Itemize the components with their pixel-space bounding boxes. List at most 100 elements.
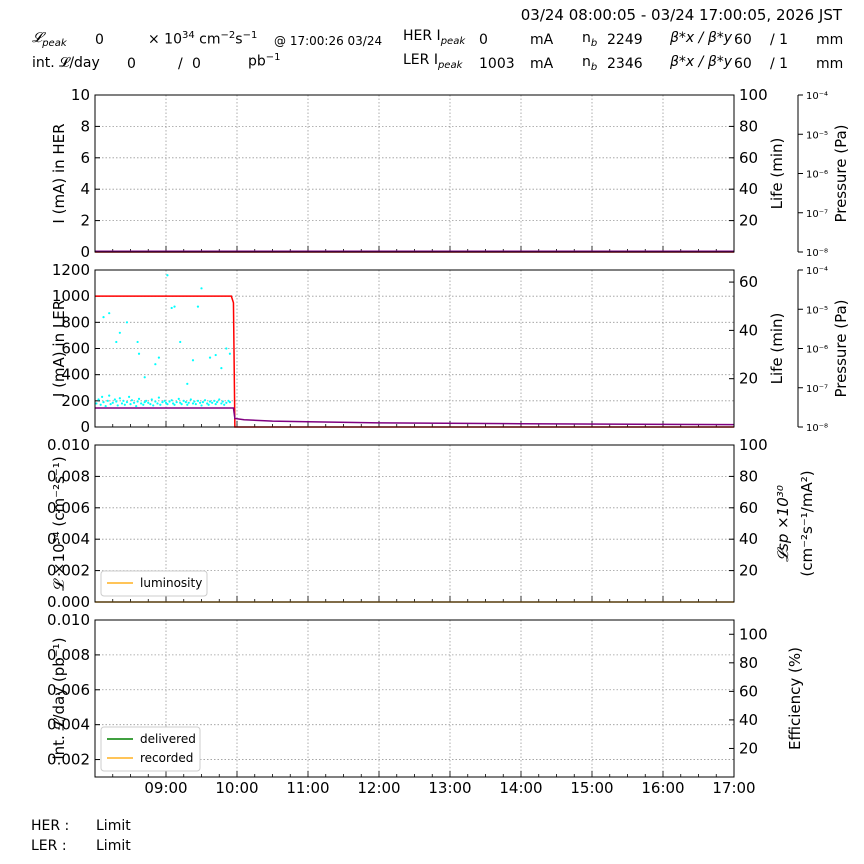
lpeak-unit: × 1034 cm−2s−1 — [148, 30, 257, 48]
scatter-point — [200, 404, 203, 407]
scatter-point — [220, 367, 223, 370]
scatter-point — [104, 404, 107, 408]
pressure-tick-label: 10⁻⁵ — [806, 130, 828, 141]
y-tick-label: 6 — [80, 149, 90, 167]
y-axis-label: int. 𝓛/day (pb⁻¹) — [50, 637, 68, 759]
scatter-point — [191, 359, 195, 362]
scatter-point — [125, 401, 129, 404]
lpeak-unit-exp3: −1 — [242, 30, 258, 41]
footer-ler-status: Limit — [96, 838, 131, 854]
scatter-point — [108, 394, 111, 397]
right-y-tick-label: 60 — [739, 499, 758, 517]
right-y-axis-label-2: (cm⁻²s⁻¹/mA²) — [798, 470, 816, 576]
scatter-point — [137, 352, 141, 355]
scatter-point — [221, 400, 224, 403]
scatter-point — [228, 352, 231, 355]
scatter-point — [129, 403, 132, 406]
scatter-point — [228, 401, 231, 404]
scatter-point — [102, 401, 105, 404]
right-y-tick-label: 40 — [739, 530, 758, 548]
right-y-tick-label: 60 — [739, 273, 758, 291]
right-y-tick-label: 40 — [739, 321, 758, 339]
right-y-axis-label: Life (min) — [768, 313, 786, 385]
nb-ler-label: nb — [582, 54, 597, 73]
scatter-point — [203, 399, 207, 402]
y-tick-label: 0.006 — [47, 499, 90, 517]
scatter-point — [111, 401, 114, 404]
y-tick-label: 2 — [80, 212, 90, 230]
scatter-point — [156, 402, 159, 405]
scatter-point — [223, 403, 226, 406]
x-tick-label: 11:00 — [286, 779, 329, 797]
right-y-tick-label: 20 — [739, 370, 758, 388]
scatter-point — [136, 400, 139, 403]
y-tick-label: 800 — [61, 313, 90, 331]
beta-her-x: 60 — [734, 32, 752, 48]
intl-value2: 0 — [192, 56, 201, 72]
y-tick-label: 0.008 — [47, 467, 90, 485]
scatter-point — [123, 403, 126, 406]
y-tick-label: 8 — [80, 117, 90, 135]
lpeak-unit-c: s — [235, 31, 243, 48]
her-ipeak-sub: peak — [440, 35, 466, 47]
scatter-point — [214, 353, 217, 357]
scatter-point — [147, 401, 150, 404]
right-y-tick-label: 20 — [739, 739, 758, 757]
right-y-tick-label: 100 — [739, 86, 768, 104]
right-y-axis-label: 𝓛sp ×10³⁰ — [774, 485, 792, 562]
x-tick-label: 12:00 — [357, 779, 400, 797]
legend-label: recorded — [140, 751, 193, 765]
nb-her-text: n — [582, 30, 591, 46]
scatter-point — [179, 401, 182, 404]
x-tick-label: 15:00 — [570, 779, 613, 797]
y-tick-label: 600 — [61, 340, 90, 358]
lpeak-unit-exp1: 34 — [182, 30, 195, 41]
plot-frame — [94, 444, 735, 603]
lpeak-unit-a: × 10 — [148, 31, 182, 48]
y-tick-label: 0.010 — [47, 611, 90, 629]
scatter-point — [175, 401, 178, 404]
scatter-point — [97, 398, 100, 401]
scatter-point — [207, 403, 210, 406]
scatter-point — [225, 401, 228, 404]
scatter-point — [159, 403, 162, 406]
ler-ipeak-label: LER Ipeak — [403, 52, 462, 71]
intl-unit: pb−1 — [248, 52, 281, 70]
scatter-point — [170, 306, 173, 310]
y-tick-label: 0.006 — [47, 681, 90, 699]
y-axis-label: I (mA) in HER — [50, 123, 68, 223]
right-y-tick-label: 60 — [739, 682, 758, 700]
right-y-tick-label: 60 — [739, 149, 758, 167]
intl-label: int. 𝓛/day — [32, 55, 100, 71]
scatter-point — [191, 402, 195, 405]
x-tick-label: 16:00 — [641, 779, 684, 797]
lpeak-unit-exp2: −2 — [220, 30, 236, 41]
right-y-tick-label: 80 — [739, 467, 758, 485]
scatter-point — [113, 398, 116, 401]
scatter-point — [149, 403, 152, 406]
scatter-point — [177, 397, 180, 400]
intl-slash: / — [178, 56, 183, 72]
scatter-point — [135, 404, 138, 408]
scatter-point — [196, 305, 200, 308]
pressure-tick-label: 10⁻⁶ — [806, 345, 828, 356]
y-tick-label: 0.002 — [47, 751, 90, 769]
beta-ler-y: / 1 — [770, 56, 789, 72]
y-tick-label: 200 — [61, 392, 90, 410]
x-tick-label: 13:00 — [428, 779, 471, 797]
y-axis-label: 𝓛 ×10³⁴ (cm⁻²s⁻¹) — [50, 456, 68, 590]
scatter-point — [163, 399, 166, 402]
scatter-point — [130, 399, 134, 402]
scatter-point — [118, 397, 121, 400]
scatter-point — [102, 316, 105, 319]
scatter-point — [194, 403, 197, 406]
scatter-point — [106, 399, 109, 402]
nb-her-sub: b — [590, 37, 598, 49]
scatter-point — [200, 287, 203, 290]
her-ipeak-label: HER Ipeak — [403, 28, 465, 47]
y-tick-label: 0.000 — [47, 593, 90, 611]
scatter-point — [101, 395, 104, 399]
scatter-point — [179, 340, 182, 344]
scatter-point — [173, 305, 176, 308]
pressure-tick-label: 10⁻⁴ — [806, 266, 828, 277]
